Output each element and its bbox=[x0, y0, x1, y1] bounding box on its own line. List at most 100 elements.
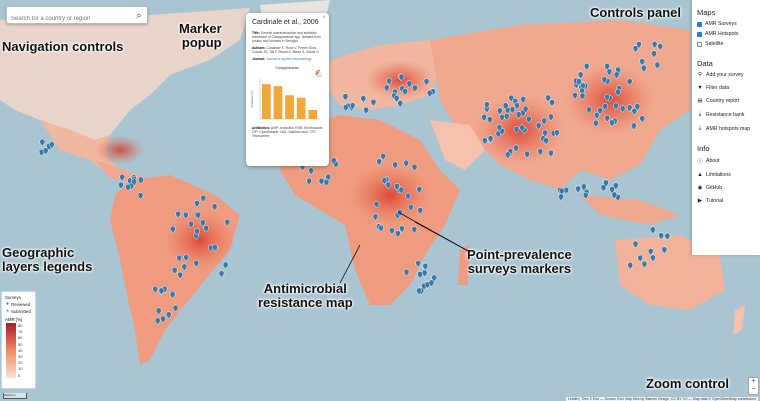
survey-marker[interactable] bbox=[657, 43, 664, 51]
survey-marker[interactable] bbox=[405, 192, 411, 201]
survey-marker[interactable] bbox=[415, 260, 422, 268]
survey-marker[interactable] bbox=[378, 224, 384, 233]
survey-marker[interactable] bbox=[203, 225, 210, 233]
survey-marker[interactable] bbox=[543, 137, 549, 145]
survey-marker[interactable] bbox=[170, 225, 176, 234]
survey-marker[interactable] bbox=[194, 200, 200, 208]
survey-marker[interactable] bbox=[558, 193, 564, 202]
survey-marker[interactable] bbox=[549, 99, 555, 107]
maps-item-amr-surveys[interactable]: AMR Surveys bbox=[697, 21, 760, 27]
checkbox[interactable] bbox=[697, 31, 702, 37]
survey-marker[interactable] bbox=[426, 89, 433, 98]
checkbox[interactable] bbox=[697, 41, 702, 47]
survey-marker[interactable] bbox=[535, 122, 542, 130]
survey-marker[interactable] bbox=[558, 187, 565, 196]
survey-marker[interactable] bbox=[647, 248, 654, 256]
survey-marker[interactable] bbox=[615, 88, 621, 97]
survey-marker[interactable] bbox=[385, 181, 392, 190]
journal-link[interactable]: Journal of applied microbiology bbox=[265, 57, 312, 61]
survey-marker[interactable] bbox=[575, 185, 581, 193]
survey-marker[interactable] bbox=[609, 186, 615, 194]
survey-marker[interactable] bbox=[398, 73, 405, 82]
survey-marker[interactable] bbox=[639, 115, 646, 123]
survey-marker[interactable] bbox=[181, 263, 188, 272]
survey-marker[interactable] bbox=[183, 254, 190, 262]
data-item-add-your-survey[interactable]: ⚲ Add your survey bbox=[697, 72, 760, 78]
info-item-tutorial[interactable]: ▶ Tutorial bbox=[697, 198, 760, 204]
checkbox[interactable] bbox=[697, 21, 702, 27]
survey-marker[interactable] bbox=[651, 50, 657, 58]
data-item-resistance-bank[interactable]: ⤓ Resistance bank bbox=[697, 111, 760, 118]
survey-marker[interactable] bbox=[172, 304, 179, 313]
survey-marker[interactable] bbox=[158, 287, 165, 296]
survey-marker[interactable] bbox=[349, 102, 356, 110]
survey-marker[interactable] bbox=[632, 240, 639, 249]
survey-marker[interactable] bbox=[330, 157, 337, 165]
survey-marker[interactable] bbox=[631, 107, 638, 116]
survey-marker[interactable] bbox=[520, 96, 527, 104]
survey-marker[interactable] bbox=[513, 144, 519, 153]
survey-marker[interactable] bbox=[211, 203, 218, 211]
survey-marker[interactable] bbox=[581, 183, 587, 192]
survey-marker[interactable] bbox=[499, 114, 505, 122]
survey-marker[interactable] bbox=[522, 105, 529, 114]
survey-marker[interactable] bbox=[422, 262, 429, 271]
survey-marker[interactable] bbox=[138, 176, 144, 185]
survey-marker[interactable] bbox=[386, 77, 393, 86]
survey-marker[interactable] bbox=[42, 147, 49, 155]
survey-marker[interactable] bbox=[343, 104, 349, 112]
survey-marker[interactable] bbox=[487, 135, 494, 143]
survey-marker[interactable] bbox=[171, 267, 178, 275]
survey-marker[interactable] bbox=[502, 102, 509, 110]
survey-marker[interactable] bbox=[504, 151, 511, 160]
survey-marker[interactable] bbox=[509, 106, 516, 114]
survey-marker[interactable] bbox=[524, 150, 530, 159]
survey-marker[interactable] bbox=[392, 161, 399, 170]
survey-marker[interactable] bbox=[654, 61, 661, 70]
data-item-filter-data[interactable]: ▼ Filter data bbox=[697, 85, 760, 91]
zoom-out-button[interactable]: − bbox=[751, 386, 756, 393]
survey-marker[interactable] bbox=[658, 232, 665, 240]
survey-marker[interactable] bbox=[640, 64, 647, 73]
survey-marker[interactable] bbox=[398, 186, 405, 195]
survey-marker[interactable] bbox=[380, 152, 387, 161]
marker-popup[interactable]: × Cardinale et al., 2006 Title: Genetic … bbox=[246, 13, 329, 166]
survey-marker[interactable] bbox=[403, 159, 410, 168]
survey-marker[interactable] bbox=[407, 204, 414, 212]
survey-marker[interactable] bbox=[582, 191, 589, 200]
survey-marker[interactable] bbox=[152, 285, 159, 294]
survey-marker[interactable] bbox=[632, 45, 639, 53]
survey-marker[interactable] bbox=[514, 102, 520, 110]
survey-marker[interactable] bbox=[154, 317, 161, 325]
survey-marker[interactable] bbox=[600, 184, 607, 192]
survey-marker[interactable] bbox=[48, 141, 55, 149]
survey-marker[interactable] bbox=[428, 279, 435, 288]
survey-marker[interactable] bbox=[611, 191, 618, 200]
survey-marker[interactable] bbox=[195, 211, 202, 220]
survey-marker[interactable] bbox=[542, 129, 549, 138]
survey-marker[interactable] bbox=[626, 78, 633, 86]
survey-marker[interactable] bbox=[496, 107, 503, 115]
survey-marker[interactable] bbox=[155, 307, 162, 316]
survey-marker[interactable] bbox=[182, 211, 189, 220]
survey-marker[interactable] bbox=[641, 260, 648, 269]
survey-marker[interactable] bbox=[402, 88, 408, 96]
survey-marker[interactable] bbox=[176, 254, 183, 263]
survey-marker[interactable] bbox=[576, 78, 582, 86]
survey-marker[interactable] bbox=[579, 92, 586, 101]
zoom-in-button[interactable]: + bbox=[751, 378, 756, 385]
survey-marker[interactable] bbox=[218, 270, 225, 278]
survey-marker[interactable] bbox=[306, 177, 313, 186]
survey-marker[interactable] bbox=[194, 228, 200, 236]
survey-marker[interactable] bbox=[412, 84, 418, 93]
survey-marker[interactable] bbox=[627, 262, 634, 270]
survey-marker[interactable] bbox=[370, 98, 377, 107]
survey-marker[interactable] bbox=[545, 94, 551, 103]
maps-item-amr-hotspots[interactable]: AMR Hotspots bbox=[697, 31, 760, 37]
survey-marker[interactable] bbox=[199, 219, 206, 227]
survey-marker[interactable] bbox=[650, 254, 656, 263]
survey-marker[interactable] bbox=[602, 103, 609, 111]
survey-marker[interactable] bbox=[119, 173, 126, 182]
search-input[interactable] bbox=[7, 11, 133, 27]
